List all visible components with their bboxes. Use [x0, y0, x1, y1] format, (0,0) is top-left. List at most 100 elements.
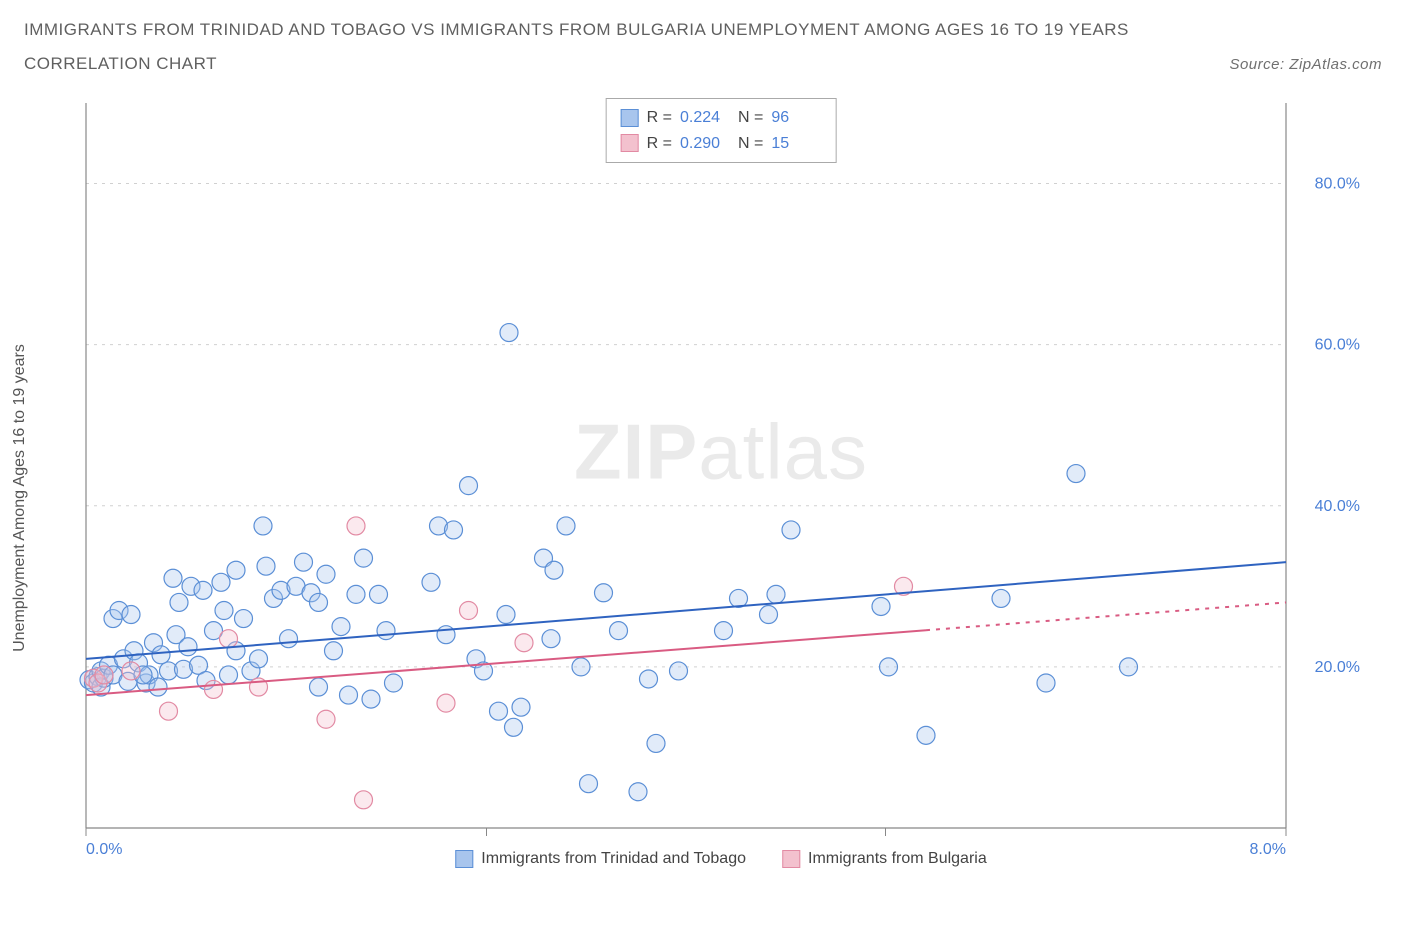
legend-series-name: Immigrants from Trinidad and Tobago — [481, 850, 746, 868]
title-block: IMMIGRANTS FROM TRINIDAD AND TOBAGO VS I… — [0, 0, 1406, 82]
svg-text:0.0%: 0.0% — [86, 841, 122, 858]
legend-r-value: 0.290 — [680, 131, 730, 157]
scatter-point — [629, 783, 647, 801]
scatter-point — [437, 694, 455, 712]
scatter-point — [670, 662, 688, 680]
legend-n-value: 15 — [771, 131, 821, 157]
svg-text:8.0%: 8.0% — [1250, 841, 1286, 858]
legend-r-value: 0.224 — [680, 105, 730, 131]
scatter-point — [257, 557, 275, 575]
scatter-point — [215, 602, 233, 620]
scatter-point — [362, 690, 380, 708]
scatter-point — [205, 680, 223, 698]
legend-swatch — [621, 109, 639, 127]
scatter-point — [310, 593, 328, 611]
scatter-point — [917, 726, 935, 744]
scatter-point — [760, 606, 778, 624]
scatter-point — [610, 622, 628, 640]
scatter-point — [512, 698, 530, 716]
scatter-point — [422, 573, 440, 591]
scatter-point — [497, 606, 515, 624]
scatter-point — [325, 642, 343, 660]
scatter-point — [310, 678, 328, 696]
svg-text:40.0%: 40.0% — [1315, 498, 1360, 515]
scatter-point — [250, 650, 268, 668]
scatter-point — [385, 674, 403, 692]
legend-r-label: R = — [647, 105, 672, 131]
scatter-point — [572, 658, 590, 676]
y-axis-label: Unemployment Among Ages 16 to 19 years — [11, 344, 29, 652]
legend-n-label: N = — [738, 105, 763, 131]
svg-text:20.0%: 20.0% — [1315, 659, 1360, 676]
scatter-point — [122, 662, 140, 680]
legend-series: Immigrants from Trinidad and Tobago Immig… — [455, 850, 986, 868]
legend-swatch — [455, 850, 473, 868]
chart-container: Unemployment Among Ages 16 to 19 years Z… — [24, 98, 1384, 898]
scatter-point — [332, 618, 350, 636]
scatter-point — [212, 573, 230, 591]
scatter-point — [992, 589, 1010, 607]
source-label: Source: ZipAtlas.com — [1229, 56, 1382, 73]
scatter-point — [179, 638, 197, 656]
scatter-point — [355, 791, 373, 809]
scatter-point — [347, 517, 365, 535]
scatter-point — [235, 610, 253, 628]
svg-text:80.0%: 80.0% — [1315, 176, 1360, 193]
scatter-point — [1120, 658, 1138, 676]
scatter-point — [317, 710, 335, 728]
scatter-point — [220, 666, 238, 684]
title-row-2: CORRELATION CHART Source: ZipAtlas.com — [24, 54, 1382, 74]
scatter-point — [347, 585, 365, 603]
legend-correlation: R = 0.224 N = 96R = 0.290 N = 15 — [606, 98, 837, 163]
scatter-point — [580, 775, 598, 793]
scatter-point — [280, 630, 298, 648]
legend-item: Immigrants from Bulgaria — [782, 850, 987, 868]
title-line2: CORRELATION CHART — [24, 54, 217, 74]
scatter-point — [500, 324, 518, 342]
scatter-point — [490, 702, 508, 720]
scatter-point — [647, 734, 665, 752]
scatter-point — [254, 517, 272, 535]
scatter-point — [545, 561, 563, 579]
scatter-point — [595, 584, 613, 602]
scatter-point — [149, 678, 167, 696]
scatter-point — [164, 569, 182, 587]
trend-line-dashed — [926, 602, 1286, 630]
scatter-point — [170, 593, 188, 611]
scatter-point — [194, 581, 212, 599]
chart-svg: 20.0%40.0%60.0%80.0%0.0%8.0% — [76, 98, 1366, 868]
scatter-point — [122, 606, 140, 624]
scatter-point — [715, 622, 733, 640]
legend-swatch — [621, 134, 639, 152]
title-line1: IMMIGRANTS FROM TRINIDAD AND TOBAGO VS I… — [24, 20, 1382, 40]
scatter-point — [730, 589, 748, 607]
scatter-point — [460, 602, 478, 620]
scatter-point — [1037, 674, 1055, 692]
scatter-point — [460, 477, 478, 495]
trend-line — [86, 562, 1286, 659]
scatter-point — [1067, 465, 1085, 483]
legend-row: R = 0.224 N = 96 — [621, 105, 822, 131]
scatter-point — [505, 718, 523, 736]
scatter-point — [445, 521, 463, 539]
scatter-point — [872, 597, 890, 615]
scatter-point — [557, 517, 575, 535]
scatter-point — [370, 585, 388, 603]
scatter-point — [355, 549, 373, 567]
scatter-point — [880, 658, 898, 676]
scatter-point — [295, 553, 313, 571]
legend-item: Immigrants from Trinidad and Tobago — [455, 850, 746, 868]
legend-r-label: R = — [647, 131, 672, 157]
scatter-point — [377, 622, 395, 640]
scatter-point — [317, 565, 335, 583]
scatter-point — [640, 670, 658, 688]
legend-swatch — [782, 850, 800, 868]
legend-series-name: Immigrants from Bulgaria — [808, 850, 987, 868]
scatter-point — [152, 646, 170, 664]
scatter-point — [220, 630, 238, 648]
legend-row: R =0.290N =15 — [621, 131, 822, 157]
plot-area: ZIPatlas 20.0%40.0%60.0%80.0%0.0%8.0% R … — [76, 98, 1366, 868]
scatter-point — [515, 634, 533, 652]
scatter-point — [340, 686, 358, 704]
legend-n-value: 96 — [771, 105, 821, 131]
